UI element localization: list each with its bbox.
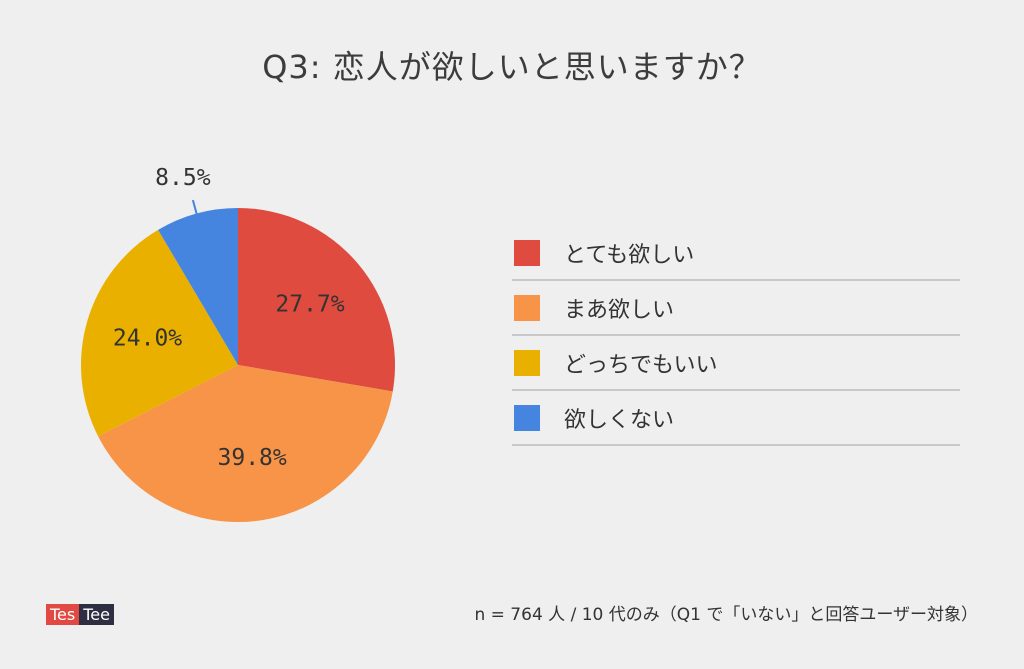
- chart-title: Q3: 恋人が欲しいと思いますか？: [262, 48, 762, 86]
- legend-label: まあ欲しい: [564, 297, 675, 323]
- legend-label: どっちでもいい: [564, 352, 718, 378]
- logo-part-tes: Tes: [46, 604, 80, 625]
- pie-slice-4[interactable]: [158, 208, 238, 365]
- sample-note: n = 764 人 / 10 代のみ（Q1 で「いない」と回答ユーザー対象）: [474, 605, 978, 625]
- legend-swatch: [514, 294, 540, 321]
- legend: とても欲しい まあ欲しい どっちでもいい 欲しくない: [512, 226, 960, 446]
- legend-label: 欲しくない: [564, 407, 675, 433]
- pie-slice-1[interactable]: [238, 208, 395, 392]
- legend-label: とても欲しい: [564, 242, 695, 268]
- pie-value-label: 39.8%: [218, 445, 287, 471]
- legend-swatch: [514, 349, 540, 376]
- pie-value-label: 24.0%: [113, 326, 182, 352]
- testee-logo: Tes Tee: [46, 604, 114, 625]
- pie-value-label: 8.5%: [155, 165, 211, 191]
- pie-leader-line: [191, 199, 198, 214]
- legend-item-3[interactable]: どっちでもいい: [512, 336, 960, 391]
- pie-slice-2[interactable]: [98, 365, 393, 523]
- pie-value-label: 27.7%: [275, 291, 344, 317]
- legend-swatch: [514, 404, 540, 431]
- pie-slice-3[interactable]: [81, 229, 238, 437]
- legend-swatch: [514, 239, 540, 266]
- legend-item-4[interactable]: 欲しくない: [512, 391, 960, 446]
- logo-part-tee: Tee: [79, 604, 114, 625]
- legend-item-2[interactable]: まあ欲しい: [512, 281, 960, 336]
- legend-item-1[interactable]: とても欲しい: [512, 226, 960, 281]
